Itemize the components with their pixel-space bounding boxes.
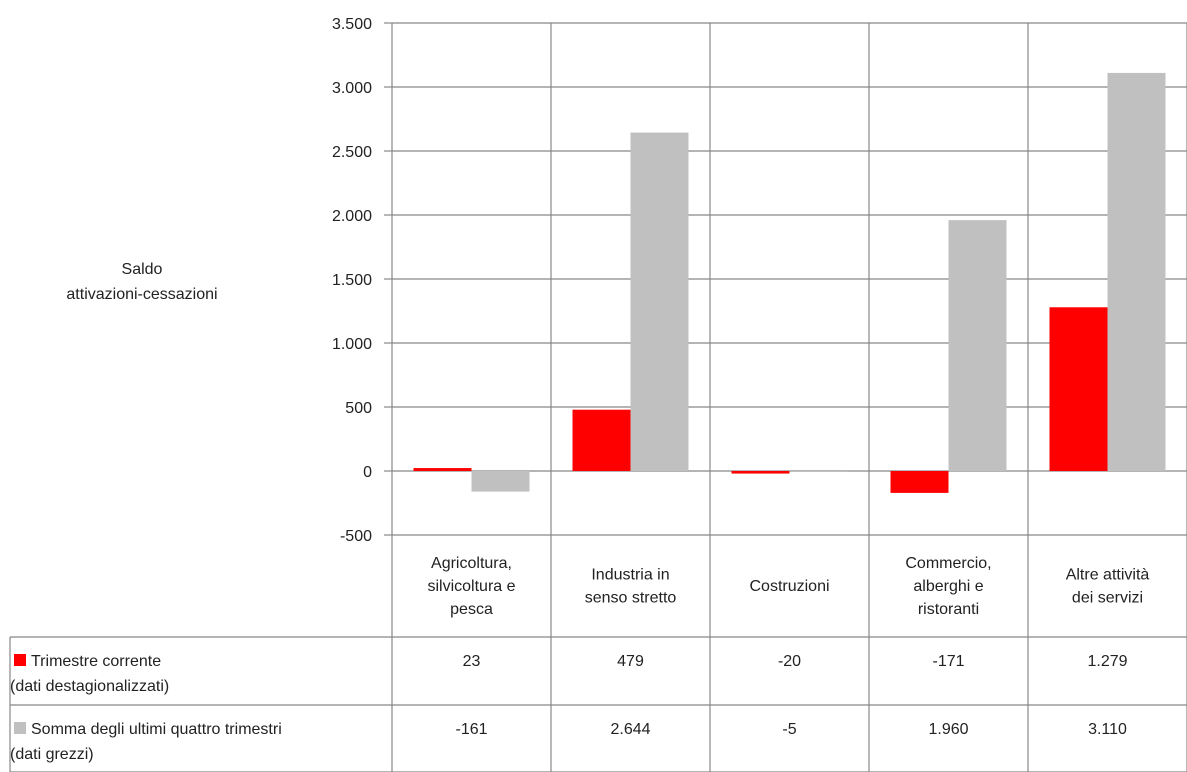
y-tick-label: 3.500 <box>332 16 372 33</box>
category-label: Costruzioni <box>749 578 829 595</box>
data-table-cell: 479 <box>617 653 644 670</box>
data-table-cell: 1.279 <box>1087 653 1127 670</box>
y-axis-ticks: -500 0 500 1.000 1.500 2.000 2.500 3.000 3.500 <box>332 16 392 545</box>
legend-label: Somma degli ultimi quattro trimestri (dat… <box>10 721 282 763</box>
data-table-cell: 2.644 <box>610 721 650 738</box>
category-label: Altre attività dei servizi <box>1066 567 1150 607</box>
bars <box>413 72 1166 493</box>
y-tick-label: 1.000 <box>332 336 372 353</box>
data-table-cell: 23 <box>463 653 481 670</box>
bar-trimestre-corrente <box>1049 307 1108 471</box>
y-tick-label: 1.500 <box>332 272 372 289</box>
category-label: Commercio, alberghi e ristoranti <box>905 555 991 618</box>
category-label: Agricoltura, silvicoltura e pesca <box>427 555 515 618</box>
data-table-cell: -5 <box>782 721 796 738</box>
bar-somma-trimestri <box>1107 72 1166 472</box>
y-axis-title: Saldo attivazioni-cessazioni <box>66 261 217 303</box>
legend-key <box>14 654 26 666</box>
bar-trimestre-corrente <box>890 471 949 493</box>
data-table-cell: -171 <box>932 653 964 670</box>
legend-key <box>14 722 26 734</box>
bar-trimestre-corrente <box>731 471 790 474</box>
bar-trimestre-corrente <box>572 409 631 471</box>
bar-somma-trimestri <box>948 220 1007 471</box>
y-tick-label: 2.000 <box>332 208 372 225</box>
data-table-cell: 3.110 <box>1088 721 1127 738</box>
data-table-cell: -161 <box>455 721 487 738</box>
bar-somma-trimestri <box>630 132 689 471</box>
bar-trimestre-corrente <box>413 468 472 471</box>
grid-lines <box>391 22 1187 772</box>
data-table-cell: 1.960 <box>928 721 968 738</box>
bar-somma-trimestri <box>471 471 530 492</box>
data-table-cell: -20 <box>778 653 801 670</box>
category-label: Industria in senso stretto <box>585 567 677 607</box>
y-tick-label: 2.500 <box>332 144 372 161</box>
y-tick-label: -500 <box>340 528 372 545</box>
y-tick-label: 500 <box>345 400 372 417</box>
y-tick-label: 3.000 <box>332 80 372 97</box>
data-table: Agricoltura, silvicoltura e pesca Industria… <box>9 555 1187 772</box>
y-tick-label: 0 <box>363 464 372 481</box>
y-axis-label: Saldo attivazioni-cessazioni <box>66 261 217 303</box>
bar-somma-trimestri <box>789 471 848 472</box>
legend-label: Trimestre corrente (dati destagionalizzat… <box>10 653 169 695</box>
